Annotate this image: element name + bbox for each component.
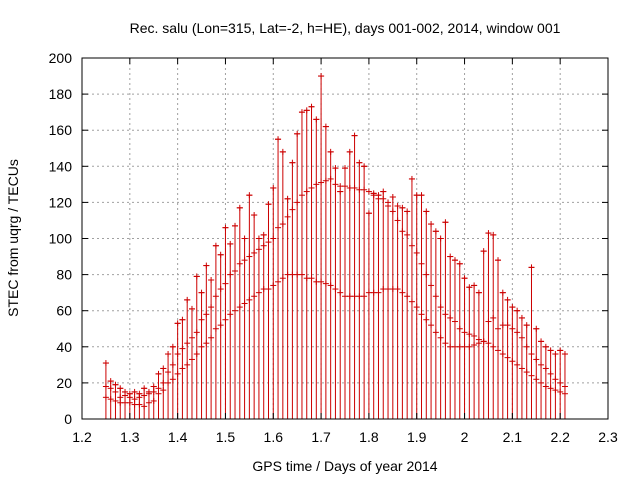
x-axis-title: GPS time / Days of year 2014 xyxy=(252,458,437,474)
x-tick-label: 2.2 xyxy=(550,429,570,445)
x-tick-label: 2.3 xyxy=(598,429,618,445)
y-tick-label: 100 xyxy=(49,231,73,247)
y-tick-label: 80 xyxy=(56,267,72,283)
x-tick-label: 1.6 xyxy=(264,429,284,445)
x-tick-label: 1.8 xyxy=(359,429,379,445)
y-tick-label: 200 xyxy=(49,50,73,66)
y-tick-label: 60 xyxy=(56,303,72,319)
y-tick-label: 140 xyxy=(49,158,73,174)
x-tick-label: 1.7 xyxy=(311,429,331,445)
y-tick-label: 180 xyxy=(49,86,73,102)
data-points xyxy=(102,73,568,410)
y-axis-title: STEC from uqrg / TECUs xyxy=(5,159,21,317)
x-tick-label: 1.3 xyxy=(120,429,140,445)
chart-title: Rec. salu (Lon=315, Lat=-2, h=HE), days … xyxy=(130,20,561,36)
y-tick-label: 20 xyxy=(56,375,72,391)
x-tick-label: 2 xyxy=(461,429,469,445)
y-tick-label: 0 xyxy=(64,411,72,427)
x-tick-label: 1.5 xyxy=(216,429,236,445)
y-tick-label: 120 xyxy=(49,194,73,210)
y-tick-label: 40 xyxy=(56,339,72,355)
x-tick-label: 1.4 xyxy=(168,429,188,445)
x-tick-labels: 1.2 1.3 1.4 1.5 1.6 1.7 1.8 1.9 2 2.1 2.2 2.3 xyxy=(72,429,618,445)
x-tick-label: 2.1 xyxy=(503,429,523,445)
y-tick-label: 160 xyxy=(49,122,73,138)
axis-ticks xyxy=(81,57,609,420)
x-tick-label: 1.9 xyxy=(407,429,427,445)
x-tick-label: 1.2 xyxy=(72,429,92,445)
y-tick-labels: 0 20 40 60 80 100 120 140 160 180 200 xyxy=(49,50,73,427)
